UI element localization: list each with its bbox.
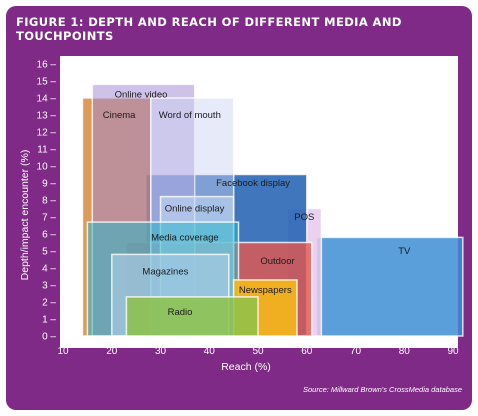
media-rectangles	[81, 83, 464, 337]
media-rect-radio	[125, 296, 259, 337]
y-tick-label: 2 –	[42, 298, 56, 309]
y-tick-label: 0 –	[42, 332, 56, 343]
y-tick-label: 14 –	[37, 94, 57, 105]
media-label-magazines: Magazines	[142, 266, 188, 277]
y-tick-label: 3 –	[42, 281, 56, 292]
media-labels: TV POS Facebook display Outdoor Cinema Online…	[103, 90, 411, 319]
figure-title-line-2: TOUCHPOINTS	[16, 29, 114, 43]
y-tick-label: 11 –	[37, 145, 56, 156]
media-label-online-video: Online video	[115, 90, 168, 101]
y-axis: 0 – 1 – 2 – 3 – 4 – 5 – 6 – 7 – 8 – 9 – 10 – 11 – 12…	[37, 60, 57, 343]
media-rect-tv	[315, 236, 464, 337]
y-tick-label: 10 –	[37, 162, 57, 173]
y-axis-title: Depth/impact encounter (%)	[19, 150, 31, 281]
media-label-cinema: Cinema	[103, 110, 136, 121]
media-label-radio: Radio	[168, 307, 193, 318]
media-label-outdoor: Outdoor	[260, 256, 294, 267]
x-tick-label: 90	[447, 346, 459, 357]
figure-title: FIGURE 1: DEPTH AND REACH OF DIFFERENT M…	[16, 15, 456, 43]
x-tick-label: 80	[399, 346, 411, 357]
y-tick-label: 13 –	[37, 111, 57, 122]
media-label-facebook-display: Facebook display	[216, 178, 290, 189]
x-tick-label: 20	[106, 346, 118, 357]
media-label-online-display: Online display	[165, 204, 225, 215]
x-tick-label: 60	[301, 346, 313, 357]
y-tick-label: 4 –	[42, 264, 56, 275]
y-tick-label: 5 –	[42, 247, 56, 258]
source-note: Source: Millward Brown's CrossMedia data…	[303, 385, 462, 394]
media-label-tv: TV	[398, 246, 411, 257]
figure-title-line-1: FIGURE 1: DEPTH AND REACH OF DIFFERENT M…	[16, 15, 402, 29]
y-tick-label: 9 –	[42, 179, 56, 190]
y-tick-label: 7 –	[42, 213, 56, 224]
x-axis-title: Reach (%)	[221, 361, 271, 373]
y-tick-label: 6 –	[42, 230, 56, 241]
x-axis: 10 20 30 40 50 60 70 80 90	[57, 346, 459, 357]
y-tick-label: 8 –	[42, 196, 56, 207]
y-tick-label: 1 –	[42, 315, 56, 326]
y-tick-label: 12 –	[37, 128, 57, 139]
x-tick-label: 70	[350, 346, 362, 357]
media-label-newspapers: Newspapers	[239, 285, 292, 296]
x-tick-label: 10	[57, 346, 69, 357]
x-tick-label: 40	[204, 346, 216, 357]
y-tick-label: 16 –	[37, 60, 57, 71]
x-tick-label: 30	[155, 346, 167, 357]
media-label-pos: POS	[294, 212, 314, 223]
media-label-media-coverage: Media coverage	[151, 232, 219, 243]
x-tick-label: 50	[252, 346, 264, 357]
y-tick-label: 15 –	[37, 77, 57, 88]
media-label-word-of-mouth: Word of mouth	[159, 110, 221, 121]
